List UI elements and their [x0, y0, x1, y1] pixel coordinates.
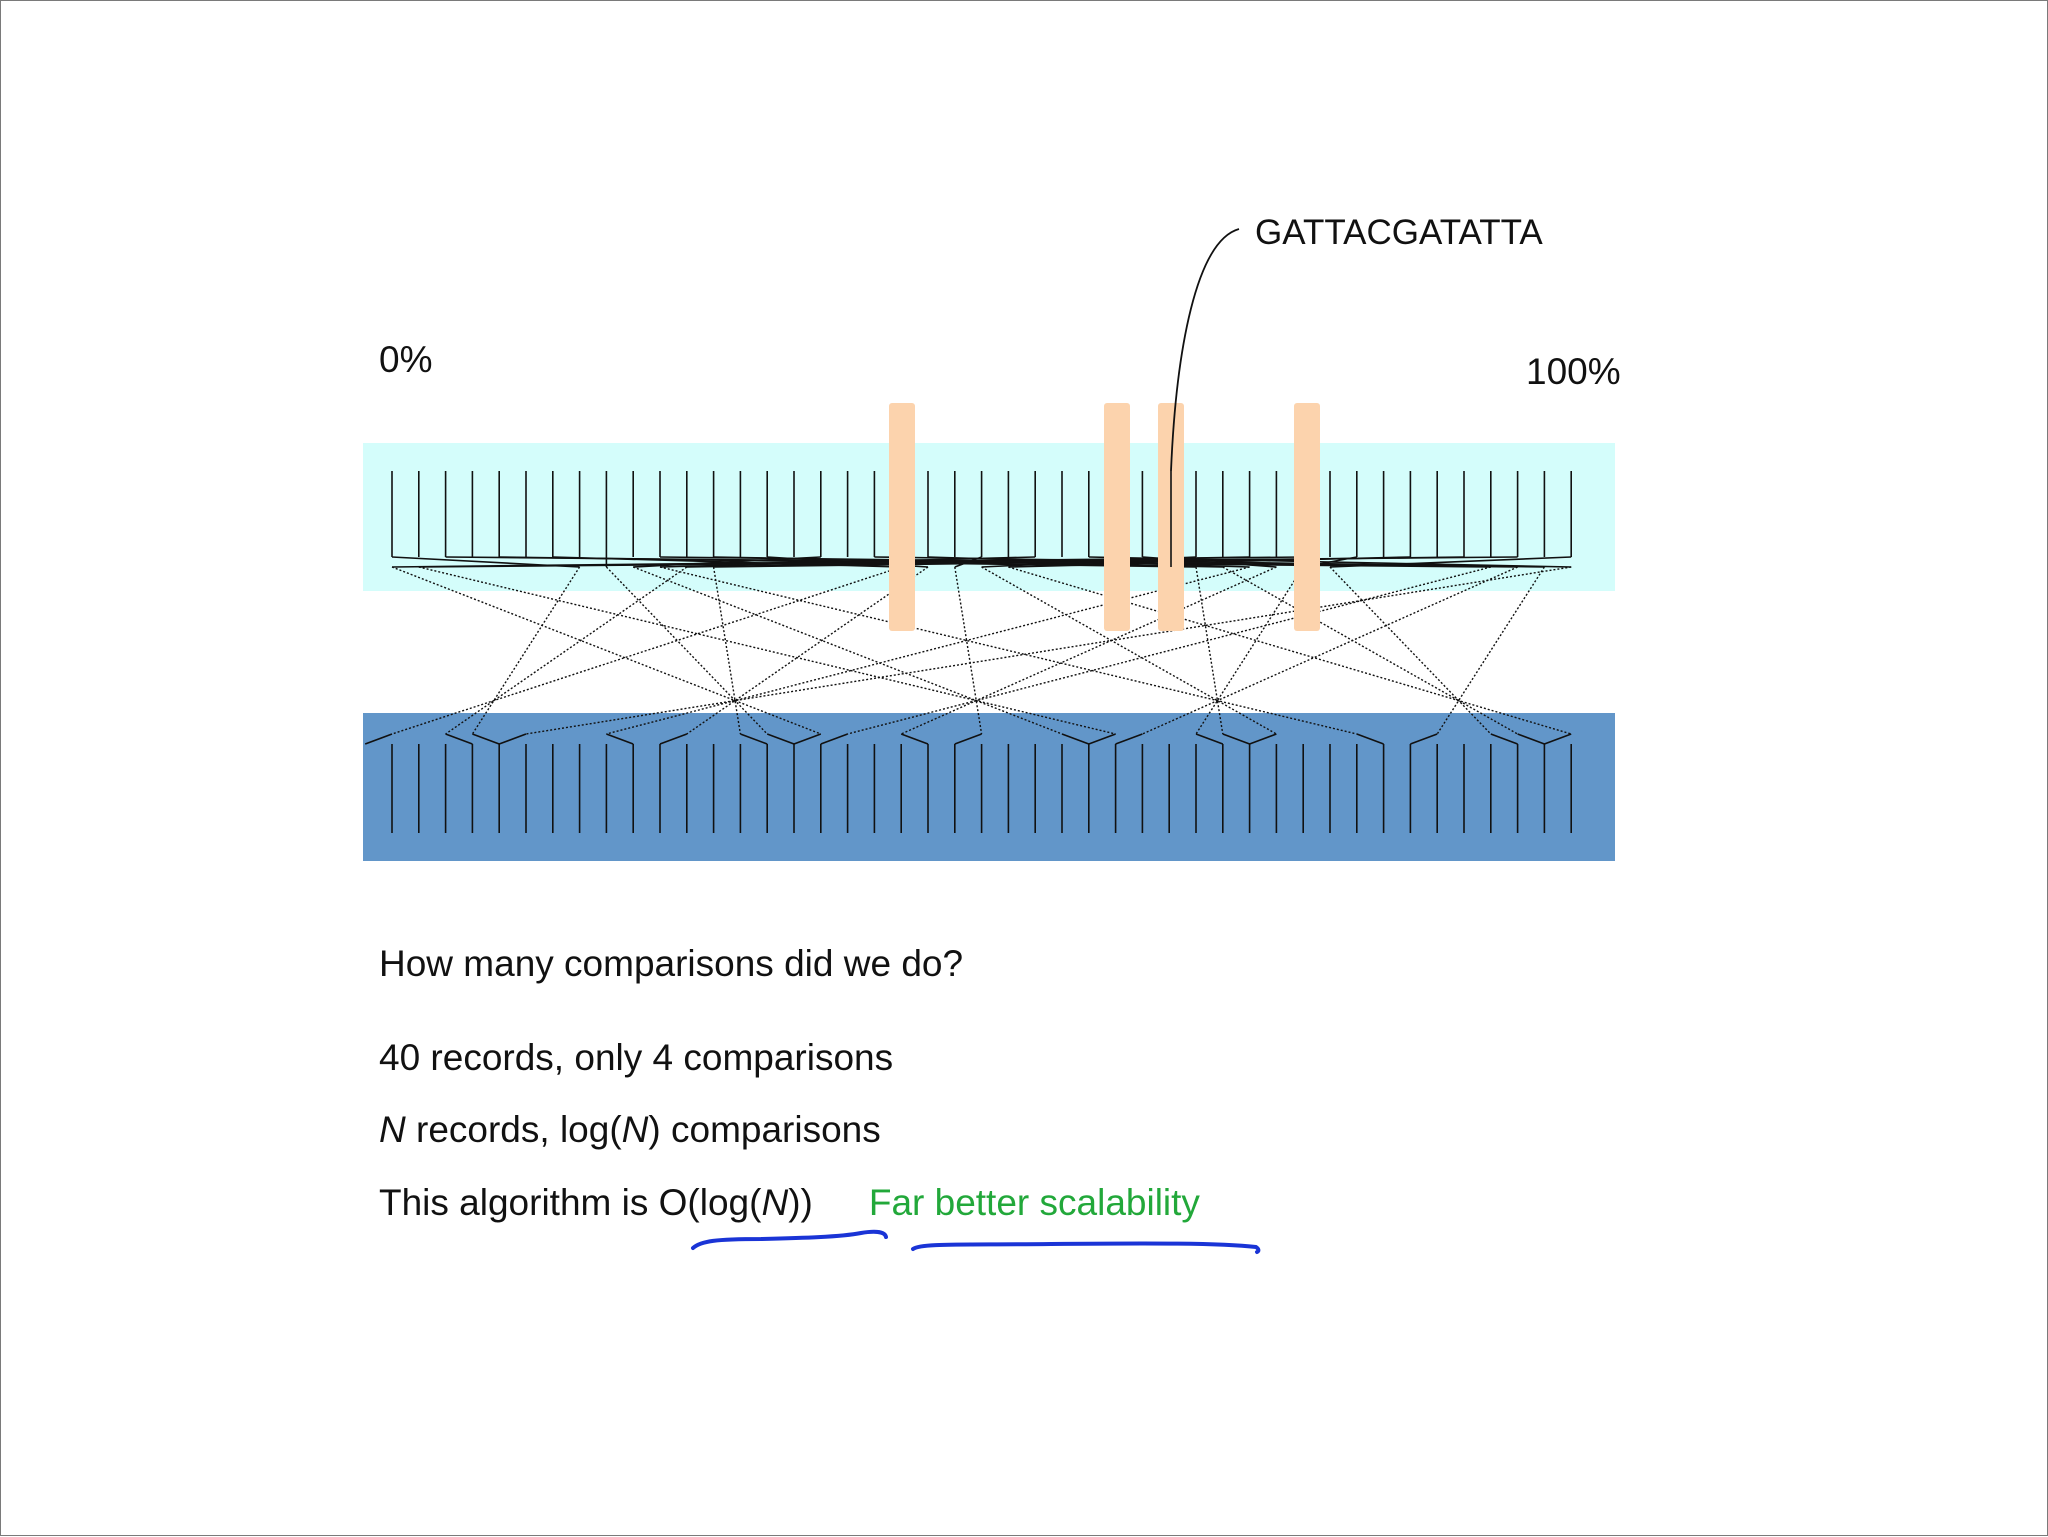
pointer-line-bottom	[1517, 733, 1545, 745]
pointer-line-cross	[847, 566, 1491, 735]
pointer-line-top	[1329, 556, 1572, 568]
pointer-line-bottom	[820, 733, 848, 745]
pointer-line-cross	[1195, 566, 1304, 735]
big-o-notation: O(log(N))	[659, 1182, 813, 1223]
comparison-highlight-2	[1104, 403, 1130, 631]
percent-start-label: 0%	[379, 339, 433, 380]
pointer-line-cross	[1222, 566, 1518, 735]
pointer-line-cross	[605, 566, 768, 735]
pointer-line-bottom	[954, 733, 982, 745]
conclusion-text: This algorithm is O(log(N)) Far better sc…	[379, 1184, 1200, 1221]
pointer-line-cross	[659, 566, 1357, 735]
pointer-line-cross	[1195, 566, 1224, 735]
pointer-line-bottom	[472, 733, 500, 745]
pointer-line-bottom	[1249, 733, 1277, 745]
pointer-line-cross	[1008, 566, 1572, 735]
pointer-line-bottom	[1222, 733, 1250, 745]
pointer-line-bottom	[740, 733, 768, 745]
pointer-line-bottom	[1410, 733, 1438, 745]
pointer-line-bottom	[1356, 733, 1384, 745]
pointer-line-bottom	[793, 733, 822, 745]
pointer-line-bottom	[766, 733, 795, 745]
pointer-line-bottom	[445, 733, 473, 745]
pointer-line-bottom	[498, 733, 527, 745]
unsorted-record-ticks	[391, 471, 1572, 557]
question-text: How many comparisons did we do?	[379, 943, 964, 984]
pointer-line-bottom	[606, 733, 634, 745]
pointer-line-cross	[712, 566, 742, 735]
pointer-line-cross	[391, 566, 822, 735]
pointer-line-cross	[900, 566, 1277, 735]
pointer-line-cross	[418, 566, 1116, 735]
pointer-line-bottom	[900, 733, 929, 745]
percent-end-label: 100%	[1526, 351, 1621, 392]
sorted-index-band	[363, 713, 1615, 861]
pointer-line-cross	[525, 566, 1572, 735]
pointer-line-top	[418, 556, 1518, 568]
sequence-label: GATTACGATATTA	[1255, 213, 1543, 252]
conclusion-prefix: This algorithm is	[379, 1182, 659, 1223]
pointer-line-cross	[1329, 566, 1492, 735]
comparison-highlight-1	[889, 403, 915, 631]
big-o-var: N	[761, 1182, 789, 1223]
pointer-line-bottom	[1088, 733, 1116, 745]
pointer-line-cross	[686, 566, 929, 735]
big-o-part-b: ))	[788, 1182, 813, 1223]
general-var-n: N	[379, 1109, 406, 1150]
pointer-line-bottom	[1061, 733, 1090, 745]
pointer-line-cross	[1436, 566, 1545, 735]
sorted-record-ticks	[391, 744, 1572, 833]
pointer-line-bottom	[1544, 733, 1572, 745]
general-text: N records, log(N) comparisons	[379, 1111, 881, 1148]
pointer-line-cross	[1142, 566, 1518, 735]
pointer-line-cross	[981, 566, 1277, 735]
general-middle: records, log(	[405, 1109, 622, 1150]
general-suffix: ) comparisons	[648, 1109, 881, 1150]
comparison-highlight-4	[1294, 403, 1320, 631]
pointer-line-bottom	[659, 733, 688, 745]
pointer-line-bottom	[1195, 733, 1224, 745]
pointer-line-bottom	[364, 733, 393, 745]
pointer-line-cross	[954, 566, 983, 735]
pointer-line-bottom	[1115, 733, 1143, 745]
sequence-callout-line	[1170, 228, 1240, 472]
scalability-note: Far better scalability	[868, 1182, 1200, 1223]
pointer-line-cross	[471, 566, 581, 735]
general-var-n-2: N	[621, 1109, 649, 1150]
example-text: 40 records, only 4 comparisons	[379, 1037, 894, 1078]
pointer-line-cross	[606, 566, 1250, 735]
pointer-line-bottom	[1490, 733, 1518, 745]
unsorted-records-band	[363, 443, 1615, 591]
pointer-line-cross	[445, 566, 688, 735]
pointer-line-cross	[391, 566, 902, 735]
big-o-part-a: O(log(	[658, 1182, 762, 1223]
pointer-line-cross	[632, 566, 1063, 735]
